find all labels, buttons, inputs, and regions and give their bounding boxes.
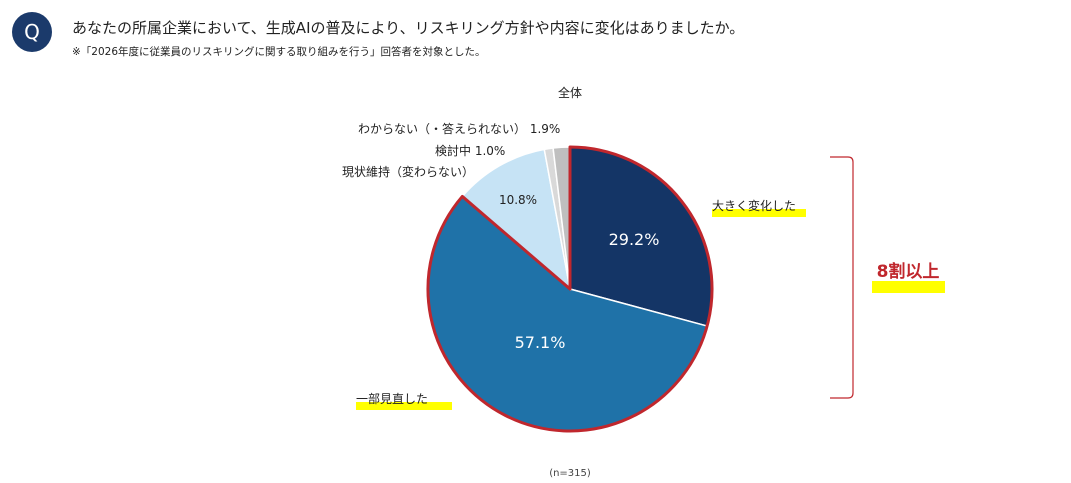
pie-slice-3: [461, 148, 572, 291]
slice-value-label-1: 29.2%: [609, 230, 660, 249]
category-label-2: 一部見直した: [356, 391, 428, 406]
category-highlight-1: [712, 209, 806, 217]
highlight-outline: [426, 145, 714, 433]
chart-title: 全体: [558, 85, 582, 100]
sample-size: (n=315): [549, 468, 591, 479]
category-label-1: 大きく変化した: [712, 198, 796, 213]
bracket-label: 8割以上: [877, 261, 940, 282]
question-note: ※「2026年度に従業員のリスキリングに関する取り組みを行う」回答者を対象とした…: [72, 46, 486, 58]
question-badge: Q: [12, 12, 52, 52]
slice-value-label-2: 57.1%: [515, 333, 566, 352]
bracket-label-highlight: [872, 281, 945, 293]
question-text: あなたの所属企業において、生成AIの普及により、リスキリング方針や内容に変化はあ…: [72, 19, 745, 37]
category-label-4: 検討中 1.0%: [435, 143, 505, 158]
bracket-line: [830, 156, 854, 399]
category-label-5: わからない（・答えられない） 1.9%: [358, 121, 560, 136]
category-label-3: 現状維持（変わらない）: [342, 164, 474, 179]
slice-value-label-3: 10.8%: [499, 193, 537, 207]
category-highlight-2: [356, 402, 452, 410]
